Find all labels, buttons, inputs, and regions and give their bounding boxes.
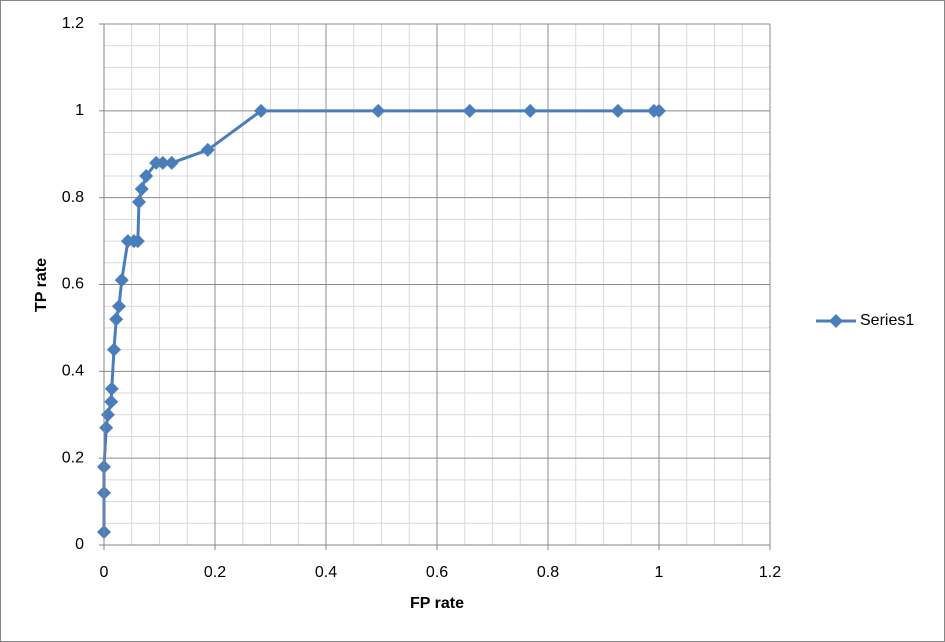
data-point	[164, 155, 179, 170]
data-point	[371, 103, 386, 118]
x-tick-label: 0.6	[426, 564, 448, 581]
x-axis-title: FP rate	[410, 595, 464, 612]
data-point	[106, 342, 121, 357]
data-point	[523, 103, 538, 118]
data-point	[155, 155, 170, 170]
x-tick-label: 0.8	[537, 564, 559, 581]
data-point	[652, 103, 666, 118]
data-point	[139, 168, 154, 183]
plot	[97, 103, 666, 539]
series-line	[102, 109, 659, 532]
legend-label: Series1	[860, 312, 914, 329]
data-point	[111, 299, 126, 314]
data-point	[134, 181, 149, 196]
data-point	[114, 273, 129, 288]
y-tick-label: 1.2	[62, 15, 84, 32]
data-point	[131, 195, 146, 210]
y-axis-title: TP rate	[33, 258, 50, 312]
data-point	[109, 312, 124, 327]
x-tick-label: 0.2	[204, 564, 226, 581]
x-tick-label: 1	[655, 564, 664, 581]
y-tick-label: 0.8	[62, 189, 84, 206]
x-tick-label: 0.4	[315, 564, 337, 581]
x-tick-label: 0	[100, 564, 109, 581]
y-tick-label: 1	[75, 102, 84, 119]
data-point	[104, 394, 119, 409]
y-tick-label: 0.6	[62, 276, 84, 293]
data-point	[130, 234, 145, 249]
y-tick-label: 0.4	[62, 363, 84, 380]
data-point	[254, 103, 269, 118]
data-point	[104, 381, 119, 396]
y-tick-label: 0.2	[62, 449, 84, 466]
legend-marker	[829, 314, 843, 328]
data-point	[462, 103, 477, 118]
data-point	[610, 103, 625, 118]
x-tick-label: 1.2	[759, 564, 781, 581]
y-tick-label: 0	[75, 536, 84, 553]
data-point	[99, 420, 114, 435]
data-point	[200, 142, 215, 157]
